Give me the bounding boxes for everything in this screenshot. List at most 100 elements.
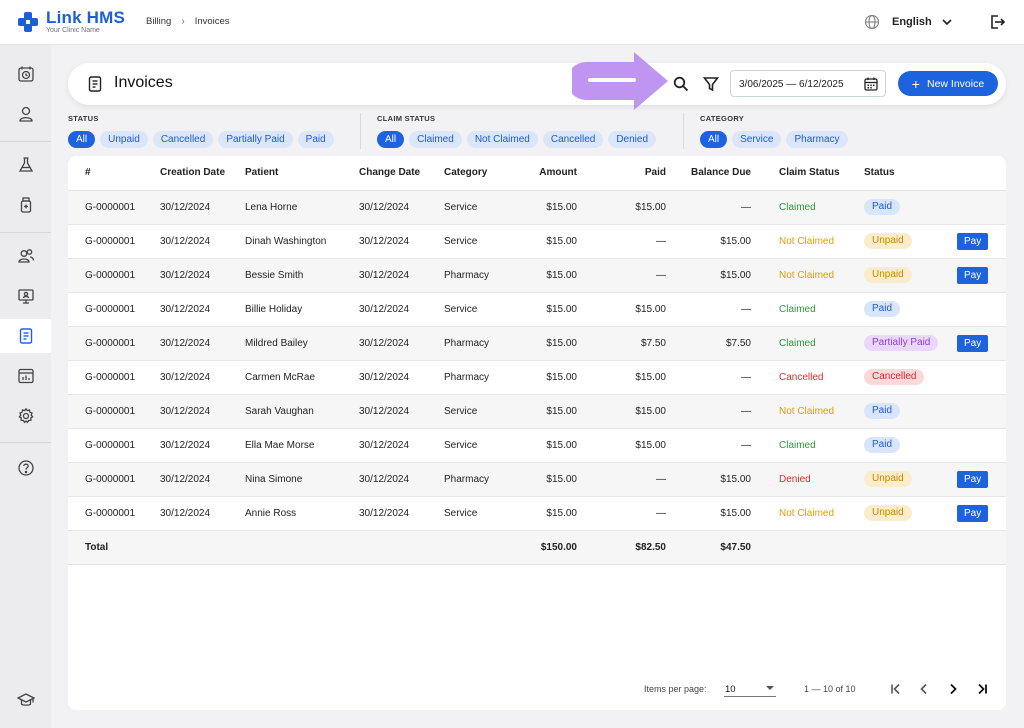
sidebar-item-help[interactable] [0, 451, 51, 485]
table-row[interactable]: G-0000001 30/12/2024 Lena Horne 30/12/2024 S… [68, 190, 1006, 225]
invoice-number[interactable]: G-0000001 [68, 190, 160, 225]
invoice-number[interactable]: G-0000001 [68, 326, 160, 361]
column-header-number[interactable]: # [68, 156, 160, 191]
sidebar-item-monitor[interactable] [0, 279, 51, 313]
filter-icon[interactable] [702, 75, 720, 93]
sidebar-item-billing[interactable] [0, 319, 51, 353]
table-row[interactable]: G-0000001 30/12/2024 Carmen McRae 30/12/202… [68, 360, 1006, 395]
language-selector[interactable]: English [892, 16, 932, 28]
claim-chip-all[interactable]: All [377, 131, 405, 148]
change-date: 30/12/2024 [359, 190, 444, 225]
creation-date: 30/12/2024 [160, 496, 245, 531]
actions-cell: Pay [957, 462, 1006, 497]
table-row[interactable]: G-0000001 30/12/2024 Nina Simone 30/12/2024… [68, 462, 1006, 497]
column-header-claim-status[interactable]: Claim Status [751, 156, 864, 191]
status-badge: Unpaid [864, 267, 912, 283]
claim-chip-claimed[interactable]: Claimed [409, 131, 462, 148]
balance-due: $15.00 [666, 462, 751, 497]
sidebar-item-lab[interactable] [0, 148, 51, 182]
invoices-table-card: # Creation Date Patient Change Date Cate… [68, 156, 1006, 710]
pay-button[interactable]: Pay [957, 266, 989, 284]
logout-icon[interactable] [988, 13, 1006, 31]
sidebar-item-staff[interactable] [0, 239, 51, 273]
column-header-balance-due[interactable]: Balance Due [666, 156, 751, 191]
breadcrumb: Billing › Invoices [146, 16, 230, 27]
sidebar-item-training[interactable] [0, 683, 51, 717]
calendar-icon[interactable] [863, 76, 879, 92]
column-header-creation-date[interactable]: Creation Date [160, 156, 245, 191]
invoice-number[interactable]: G-0000001 [68, 394, 160, 429]
invoice-icon [19, 328, 32, 344]
invoice-number[interactable]: G-0000001 [68, 360, 160, 395]
paid-amount: — [577, 224, 666, 259]
breadcrumb-billing[interactable]: Billing [146, 16, 172, 27]
table-row[interactable]: G-0000001 30/12/2024 Billie Holiday 30/12/2… [68, 292, 1006, 327]
previous-page-icon[interactable] [916, 681, 932, 697]
invoice-number[interactable]: G-0000001 [68, 496, 160, 531]
gear-icon [17, 407, 34, 424]
next-page-icon[interactable] [945, 681, 961, 697]
patient-name: Annie Ross [245, 496, 359, 531]
items-per-page-select[interactable]: 10 [724, 680, 776, 697]
balance-due: — [666, 360, 751, 395]
first-page-icon[interactable] [888, 681, 904, 697]
new-invoice-button[interactable]: + New Invoice [898, 71, 998, 96]
actions-cell: Pay [957, 326, 1006, 361]
balance-due: $15.00 [666, 224, 751, 259]
invoices-table: # Creation Date Patient Change Date Cate… [68, 156, 1006, 565]
column-header-change-date[interactable]: Change Date [359, 156, 444, 191]
sidebar-item-settings[interactable] [0, 399, 51, 433]
brand-name[interactable]: Link HMS [46, 8, 126, 27]
search-icon[interactable] [672, 75, 690, 93]
globe-icon[interactable] [864, 14, 880, 30]
filter-divider [683, 113, 684, 149]
status-chip-paid[interactable]: Paid [297, 131, 334, 148]
medicine-bottle-icon [20, 197, 31, 213]
logo-cross-icon[interactable] [16, 10, 40, 34]
last-page-icon[interactable] [974, 681, 990, 697]
sidebar-item-patients[interactable] [0, 97, 51, 131]
invoice-number[interactable]: G-0000001 [68, 428, 160, 463]
invoice-number[interactable]: G-0000001 [68, 462, 160, 497]
category-chip-pharmacy[interactable]: Pharmacy [786, 131, 848, 148]
claim-chip-cancelled[interactable]: Cancelled [542, 131, 604, 148]
category-chip-all[interactable]: All [700, 131, 728, 148]
claim-chip-not-claimed[interactable]: Not Claimed [466, 131, 538, 148]
table-row[interactable]: G-0000001 30/12/2024 Dinah Washington 30/12… [68, 224, 1006, 259]
sidebar-item-reports[interactable] [0, 359, 51, 393]
status-chip-all[interactable]: All [68, 131, 96, 148]
table-row[interactable]: G-0000001 30/12/2024 Ella Mae Morse 30/12/2… [68, 428, 1006, 463]
table-row[interactable]: G-0000001 30/12/2024 Bessie Smith 30/12/202… [68, 258, 1006, 293]
table-row[interactable]: G-0000001 30/12/2024 Annie Ross 30/12/2024 S… [68, 496, 1006, 531]
category: Pharmacy [444, 360, 504, 395]
chevron-down-icon[interactable] [940, 15, 954, 29]
page-header: Invoices 3/06/2025 — 6/12/2025 + New Inv… [68, 63, 1006, 105]
invoice-number[interactable]: G-0000001 [68, 292, 160, 327]
paid-amount: — [577, 496, 666, 531]
column-header-amount[interactable]: Amount [504, 156, 577, 191]
date-range-input[interactable]: 3/06/2025 — 6/12/2025 [730, 70, 886, 97]
column-header-status[interactable]: Status [864, 156, 957, 191]
column-header-category[interactable]: Category [444, 156, 504, 191]
invoice-number[interactable]: G-0000001 [68, 224, 160, 259]
status-chip-unpaid[interactable]: Unpaid [100, 131, 148, 148]
table-row[interactable]: G-0000001 30/12/2024 Sarah Vaughan 30/12/20… [68, 394, 1006, 429]
status-chip-partially-paid[interactable]: Partially Paid [218, 131, 293, 148]
column-header-paid[interactable]: Paid [577, 156, 666, 191]
sidebar-item-pharmacy[interactable] [0, 188, 51, 222]
sidebar-item-appointments[interactable] [0, 57, 51, 91]
column-header-patient[interactable]: Patient [245, 156, 359, 191]
patient-name: Billie Holiday [245, 292, 359, 327]
pay-button[interactable]: Pay [957, 334, 989, 352]
table-row[interactable]: G-0000001 30/12/2024 Mildred Bailey 30/12/2… [68, 326, 1006, 361]
pay-button[interactable]: Pay [957, 470, 989, 488]
claim-chip-denied[interactable]: Denied [608, 131, 657, 148]
pay-button[interactable]: Pay [957, 504, 989, 522]
creation-date: 30/12/2024 [160, 326, 245, 361]
category-chip-service[interactable]: Service [732, 131, 782, 148]
claim-status: Claimed [751, 292, 864, 327]
pay-button[interactable]: Pay [957, 232, 989, 250]
invoice-number[interactable]: G-0000001 [68, 258, 160, 293]
filter-divider [360, 113, 361, 149]
status-chip-cancelled[interactable]: Cancelled [152, 131, 214, 148]
